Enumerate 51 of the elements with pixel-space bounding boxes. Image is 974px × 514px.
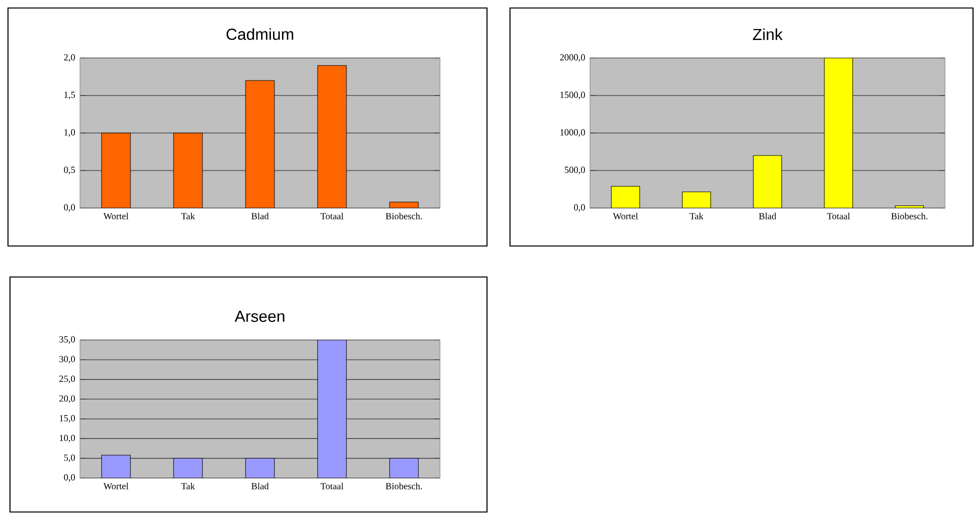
- chart-title: Cadmium: [226, 28, 294, 40]
- y-tick-label: 10,0: [60, 434, 75, 442]
- bar: [753, 155, 782, 208]
- x-tick-label: Tak: [690, 212, 704, 220]
- y-tick-label: 5,0: [64, 454, 75, 462]
- x-tick-label: Blad: [251, 482, 269, 490]
- x-tick-label: Biobesch.: [386, 212, 422, 220]
- x-tick-label: Blad: [758, 212, 776, 220]
- bar: [101, 454, 131, 478]
- y-tick-label: 15,0: [60, 415, 75, 423]
- x-tick-label: Tak: [181, 212, 195, 220]
- bar: [245, 80, 275, 208]
- x-tick-label: Wortel: [612, 212, 638, 220]
- bar: [895, 205, 924, 208]
- bar: [824, 58, 853, 208]
- y-tick-label: 1000,0: [560, 129, 585, 137]
- x-tick-label: Blad: [251, 212, 269, 220]
- x-tick-label: Wortel: [103, 212, 128, 220]
- x-tick-label: Biobesch.: [891, 212, 928, 220]
- y-tick-label: 500,0: [564, 166, 585, 174]
- y-tick-label: 1,0: [64, 129, 75, 137]
- x-tick-label: Totaal: [320, 212, 344, 220]
- y-tick-label: 25,0: [59, 376, 75, 384]
- y-tick-label: 0,0: [574, 204, 585, 212]
- y-tick-label: 30,0: [59, 356, 75, 364]
- y-tick-label: 35,0: [59, 336, 75, 344]
- bar: [317, 65, 347, 208]
- y-tick-label: 2,0: [64, 54, 75, 62]
- bar: [389, 202, 419, 208]
- y-tick-label: 1,5: [64, 92, 75, 100]
- y-tick-label: 2000,0: [560, 54, 585, 62]
- y-tick-label: 1500,0: [560, 92, 585, 100]
- chart-title: Arseen: [234, 310, 284, 322]
- x-tick-label: Biobesch.: [386, 482, 422, 490]
- bar: [611, 186, 640, 208]
- y-tick-label: 0,0: [64, 474, 75, 482]
- x-tick-label: Totaal: [320, 482, 344, 490]
- bar: [389, 458, 419, 478]
- bar: [317, 340, 347, 478]
- x-tick-label: Wortel: [103, 482, 128, 490]
- bar: [173, 458, 203, 478]
- bar: [101, 132, 131, 208]
- chart-title: Zink: [752, 28, 783, 40]
- x-tick-label: Tak: [181, 482, 195, 490]
- x-tick-label: Totaal: [827, 212, 850, 220]
- bar: [682, 192, 711, 208]
- bar: [245, 458, 275, 478]
- y-tick-label: 0,5: [64, 166, 75, 174]
- y-tick-label: 20,0: [59, 395, 75, 403]
- y-tick-label: 0,0: [64, 204, 75, 212]
- bar: [173, 132, 203, 208]
